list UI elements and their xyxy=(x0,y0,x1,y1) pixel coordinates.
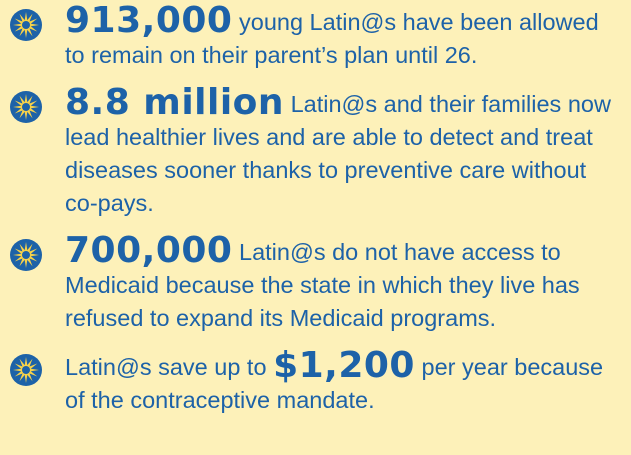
list-item: 913,000 young Latin@s have been allowed … xyxy=(0,3,631,72)
icon-center xyxy=(22,251,30,259)
highlight-figure: $1,200 xyxy=(273,345,415,386)
list-item: 700,000 Latin@s do not have access to Me… xyxy=(0,233,631,335)
bullet-icon xyxy=(10,9,42,41)
bullet-icon xyxy=(10,91,42,123)
list-item: Latin@s save up to $1,200 per year becau… xyxy=(0,348,631,417)
icon-center xyxy=(22,21,30,29)
item-text: young Latin@s have been allowed to remai… xyxy=(65,9,599,68)
highlight-figure: 8.8 million xyxy=(65,82,285,123)
item-text: Latin@s and their families now lead heal… xyxy=(65,91,611,216)
list-item: 8.8 million Latin@s and their families n… xyxy=(0,85,631,220)
icon-center xyxy=(22,366,30,374)
item-text: Latin@s save up to xyxy=(65,354,267,380)
item-text: per year because of the contraceptive ma… xyxy=(65,354,604,413)
bullet-icon xyxy=(10,354,42,386)
highlight-figure: 913,000 xyxy=(65,0,233,41)
bullet-icon xyxy=(10,239,42,271)
highlight-figure: 700,000 xyxy=(65,230,233,271)
item-text: Latin@s do not have access to Medicaid b… xyxy=(65,239,580,331)
icon-center xyxy=(22,103,30,111)
